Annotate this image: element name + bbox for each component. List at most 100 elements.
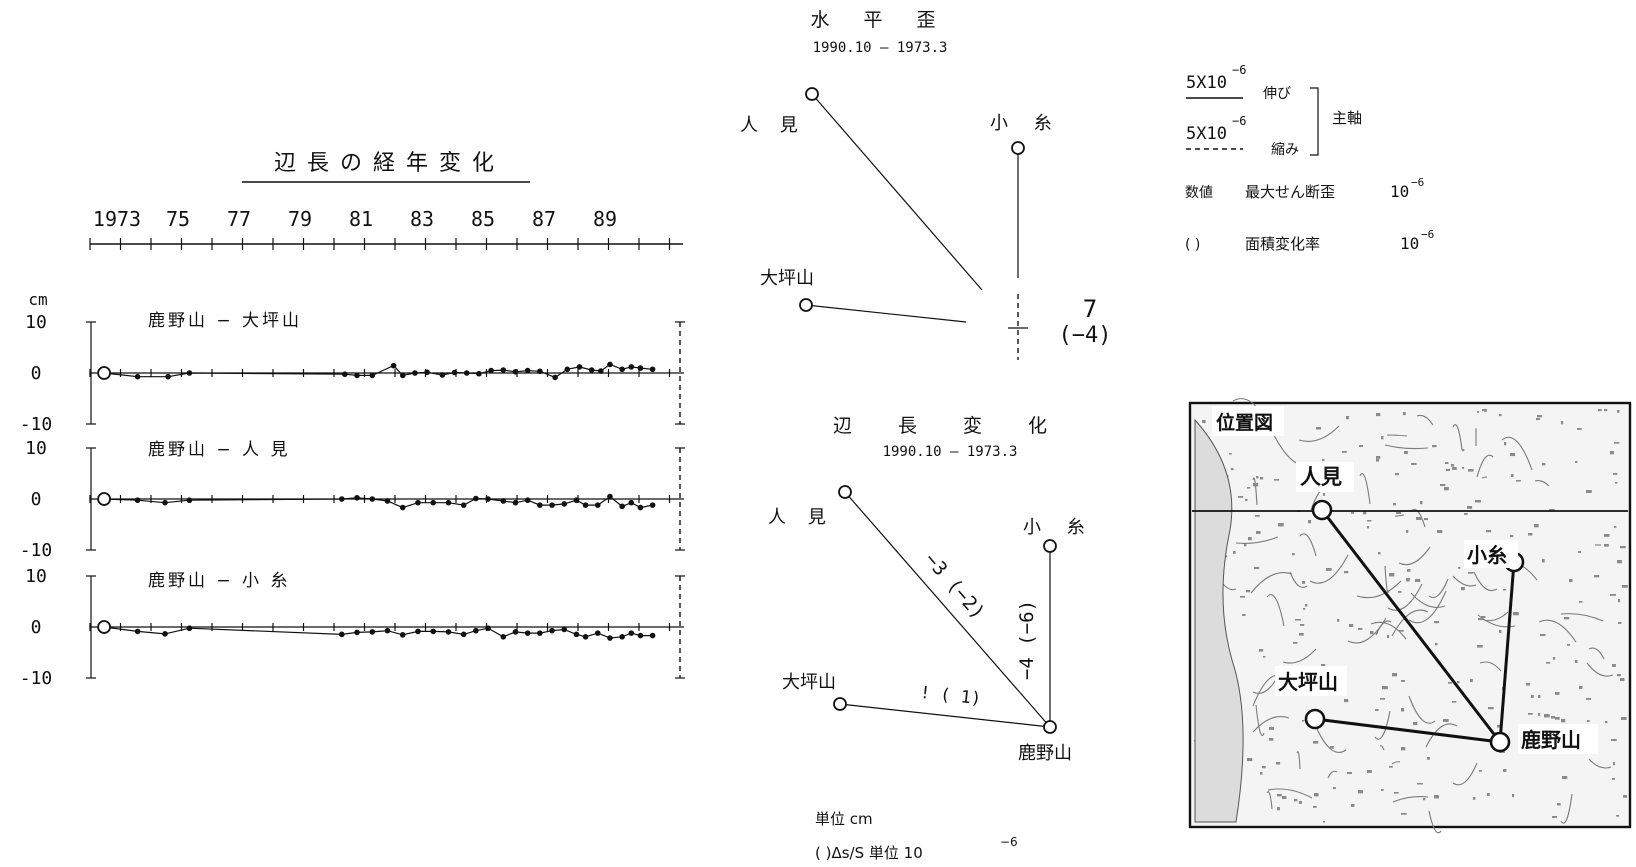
map-speck — [1382, 686, 1388, 690]
map-speck — [1314, 793, 1319, 797]
map-speck — [1452, 467, 1457, 470]
map-contour — [1560, 613, 1604, 622]
data-point — [134, 497, 141, 504]
map-speck — [1277, 807, 1280, 811]
map-speck — [1534, 524, 1539, 528]
data-point — [134, 628, 141, 635]
map-speck — [1395, 473, 1399, 476]
map-contour — [1391, 609, 1429, 637]
map-speck — [1473, 797, 1476, 800]
map-contour — [1296, 751, 1301, 770]
map-speck — [1555, 717, 1560, 720]
series-line — [104, 626, 653, 639]
reference-point — [97, 366, 111, 380]
map-contour — [1298, 425, 1340, 442]
map-speck — [1375, 632, 1378, 634]
data-point — [649, 366, 656, 373]
map-speck — [1358, 628, 1363, 630]
y-tick-label: 10 — [25, 312, 47, 333]
data-point — [637, 504, 644, 511]
map-speck — [1427, 757, 1431, 760]
map-speck — [1406, 578, 1410, 582]
legend-cmp-value: 5X10 — [1186, 124, 1227, 144]
map-speck — [1561, 719, 1566, 723]
year-label: 85 — [471, 207, 495, 231]
data-point — [619, 366, 625, 373]
value-otsubo: ! ( 1) — [919, 683, 982, 709]
label-otsubo: 大坪山 — [760, 268, 814, 289]
data-point — [607, 361, 613, 368]
legend-ext-value: 5X10 — [1186, 73, 1227, 93]
map-speck — [1613, 473, 1618, 475]
label-koito: 小 糸 — [1023, 517, 1095, 538]
map-speck — [1376, 456, 1381, 459]
map-speck — [1444, 487, 1449, 491]
map-contour — [1379, 745, 1385, 751]
map-contour — [1327, 770, 1338, 779]
legend-exp: −6 — [1421, 228, 1434, 241]
map-contour — [1534, 480, 1550, 487]
map-station-hitomi — [1311, 499, 1333, 521]
map-title-bg — [1212, 406, 1284, 436]
map-contour — [1398, 546, 1431, 566]
legend-row3-label: ( ) — [1185, 237, 1200, 253]
y-tick-label: 0 — [31, 489, 42, 510]
map-speck — [1614, 526, 1617, 528]
map-speck — [1510, 453, 1516, 457]
panel-label: 鹿野山 − 大坪山 — [148, 311, 302, 331]
data-point — [524, 630, 531, 636]
map-speck — [1359, 445, 1364, 447]
map-speck — [1467, 506, 1473, 509]
map-speck — [1623, 795, 1628, 798]
map-contour — [1391, 761, 1401, 765]
data-point — [512, 499, 519, 506]
map-speck — [1229, 453, 1232, 455]
map-speck — [1499, 414, 1502, 417]
map-speck — [1415, 579, 1421, 583]
map-speck — [1256, 531, 1261, 534]
data-point — [338, 631, 345, 638]
data-point — [500, 498, 507, 504]
map-speck — [1468, 469, 1474, 472]
data-point — [134, 373, 141, 380]
map-speck — [1246, 590, 1251, 593]
map-speck — [1587, 720, 1590, 722]
legend: 5X10 −6 伸び 5X10 −6 縮み 主軸 数値 最大せん断歪 10 −6… — [1185, 63, 1434, 253]
data-point — [399, 504, 406, 511]
map-contour — [1586, 662, 1614, 677]
map-speck — [1432, 445, 1437, 448]
map-contour — [1588, 647, 1605, 660]
map-speck — [1478, 618, 1484, 621]
map-speck — [1247, 758, 1253, 762]
data-point — [476, 370, 482, 377]
year-label: 77 — [227, 207, 251, 231]
station-kanozan — [1043, 720, 1057, 734]
map-contour — [1452, 762, 1478, 786]
y-unit-label: cm — [28, 290, 47, 309]
map-speck — [1392, 673, 1398, 677]
map-contour — [1473, 571, 1498, 592]
station-otsubo — [799, 298, 813, 312]
map-contour — [1425, 723, 1458, 748]
map-speck — [1579, 686, 1583, 689]
map-contour — [1356, 580, 1402, 599]
data-point — [369, 496, 376, 502]
map-speck — [1440, 484, 1446, 487]
map-label-koito: 小糸 — [1467, 543, 1507, 567]
year-label: 1973 — [93, 207, 141, 231]
legend-row2-label: 数値 — [1185, 185, 1213, 201]
map-contour — [1384, 444, 1429, 450]
data-point — [649, 502, 656, 508]
map-speck — [1503, 589, 1507, 591]
map-speck — [1367, 526, 1370, 529]
year-label: 79 — [288, 207, 312, 231]
map-contour — [1386, 434, 1408, 437]
map-coast — [1194, 418, 1244, 823]
map-speck — [1423, 798, 1426, 801]
y-tick-label: 0 — [31, 617, 42, 638]
strain-diagram: 水 平 歪 1990.10 — 1973.3 人 見 小 糸 大坪山 7 (−4… — [740, 9, 1111, 360]
note-line: ( )Δs/S 単位 10 — [815, 844, 923, 862]
station-koito — [1011, 141, 1025, 155]
map-speck — [1231, 468, 1234, 471]
data-point — [451, 369, 458, 376]
